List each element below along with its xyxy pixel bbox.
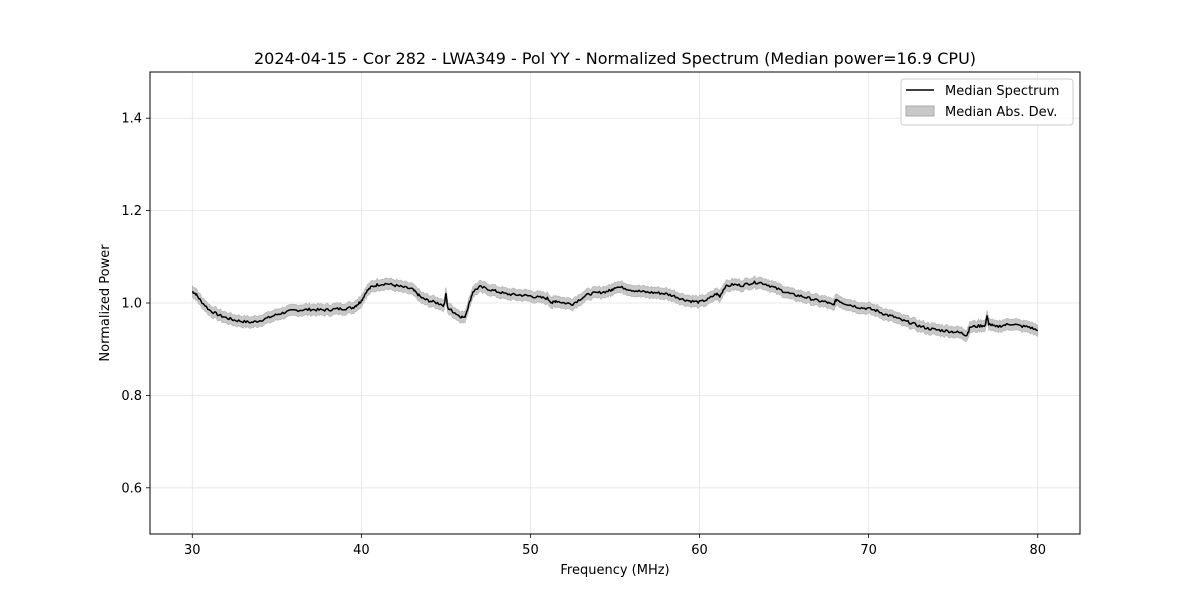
x-tick-label: 30 xyxy=(184,543,201,558)
x-tick-label: 60 xyxy=(691,543,708,558)
x-axis-label: Frequency (MHz) xyxy=(560,563,669,578)
legend-label-median-abs-dev: Median Abs. Dev. xyxy=(945,105,1057,120)
legend: Median Spectrum Median Abs. Dev. xyxy=(900,78,1074,126)
plot-series xyxy=(192,275,1039,342)
x-tick-label: 50 xyxy=(522,543,539,558)
x-tick-label: 40 xyxy=(353,543,370,558)
y-axis-label: Normalized Power xyxy=(98,244,113,362)
axis-ticks: 30 40 50 60 70 80 0.6 0.8 1.0 1.2 1.4 xyxy=(121,112,1046,558)
legend-box xyxy=(900,78,1074,126)
median-spectrum-line xyxy=(192,280,1039,337)
y-tick-label: 1.0 xyxy=(121,297,142,312)
chart-title: 2024-04-15 - Cor 282 - LWA349 - Pol YY -… xyxy=(254,49,976,68)
y-tick-label: 0.6 xyxy=(121,481,142,496)
x-tick-label: 70 xyxy=(860,543,877,558)
y-tick-label: 1.2 xyxy=(121,204,142,219)
legend-label-median-spectrum: Median Spectrum xyxy=(945,84,1059,99)
legend-band-swatch xyxy=(905,105,935,117)
y-tick-label: 0.8 xyxy=(121,389,142,404)
mad-band xyxy=(192,275,1038,342)
y-tick-label: 1.4 xyxy=(121,112,142,127)
x-tick-label: 80 xyxy=(1029,543,1046,558)
